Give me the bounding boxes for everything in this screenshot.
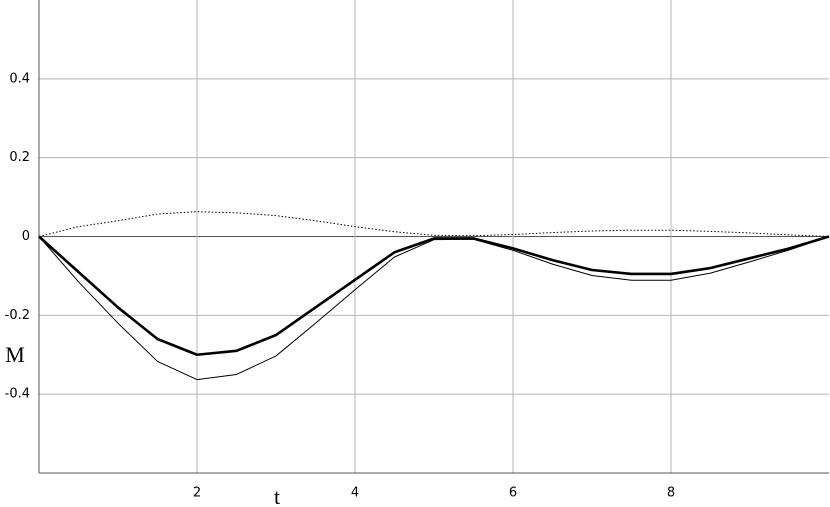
x-axis-label: t: [274, 484, 280, 507]
x-tick-label: 8: [667, 486, 675, 501]
y-tick-label: 0.2: [9, 150, 30, 165]
x-tick-label: 4: [351, 486, 359, 501]
y-tick-label: 0: [22, 229, 30, 244]
series-line: [38, 236, 830, 381]
y-tick-label: -0.4: [5, 387, 30, 402]
series-line: [38, 211, 830, 237]
y-tick-label: -0.2: [5, 308, 30, 323]
x-tick-label: 2: [193, 486, 201, 501]
x-tick-label: 6: [509, 486, 517, 501]
y-axis-label: M: [5, 342, 25, 367]
series-line: [38, 235, 830, 357]
y-tick-label: 0.4: [9, 71, 30, 86]
